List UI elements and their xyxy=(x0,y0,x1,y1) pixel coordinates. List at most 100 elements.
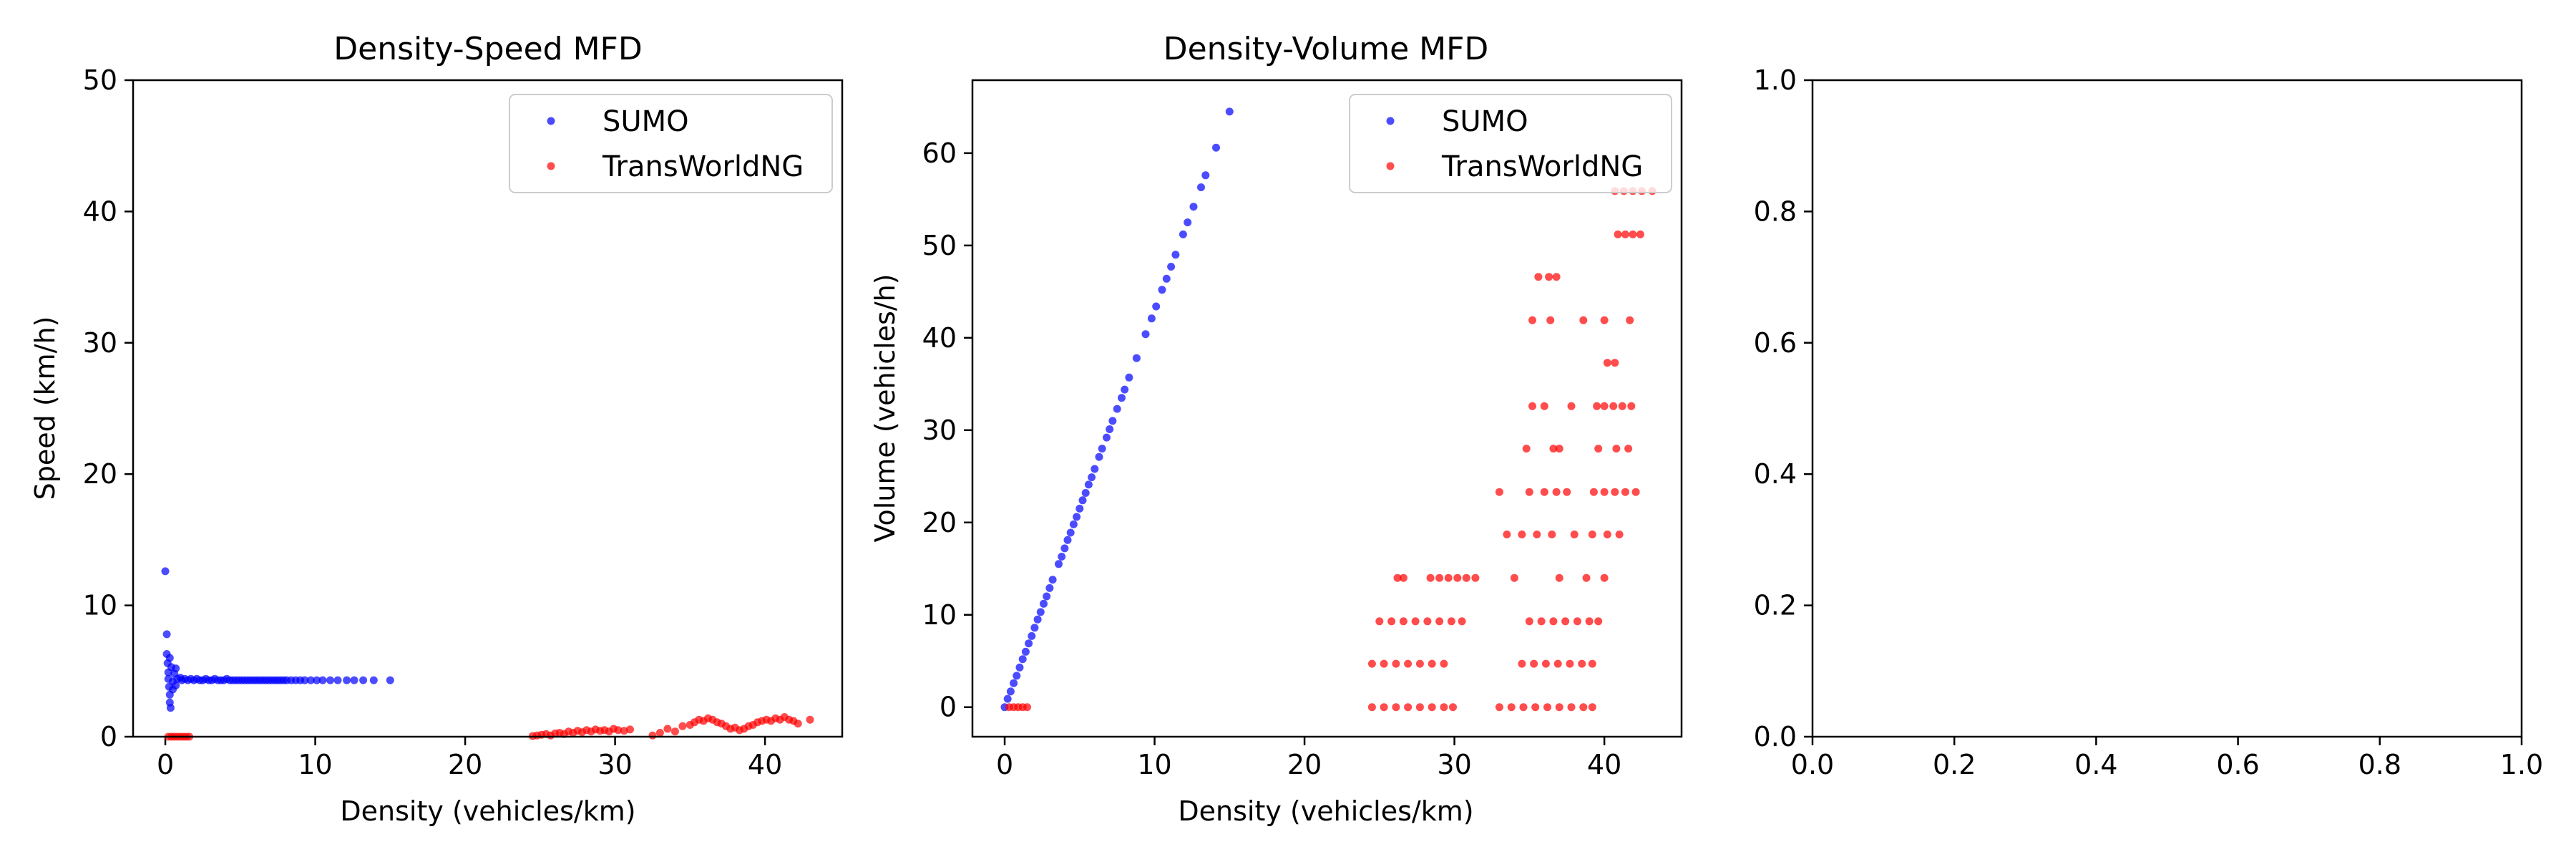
point-transworldng xyxy=(1621,488,1629,496)
y-tick-label: 0 xyxy=(940,692,957,723)
point-sumo xyxy=(1063,536,1072,544)
point-transworldng xyxy=(1566,659,1574,668)
x-tick-label: 1.0 xyxy=(2500,749,2543,780)
point-sumo xyxy=(306,676,315,684)
point-sumo xyxy=(172,664,180,673)
legend: SUMO TransWorldNG xyxy=(509,94,833,193)
x-tick-label: 0.8 xyxy=(2358,749,2401,780)
point-transworldng xyxy=(1411,617,1420,626)
point-sumo xyxy=(1069,520,1078,528)
x-tick-label: 40 xyxy=(748,749,782,780)
point-sumo xyxy=(1033,615,1042,624)
point-sumo xyxy=(1010,679,1018,687)
point-transworldng xyxy=(1582,573,1591,582)
point-transworldng xyxy=(1503,531,1511,538)
point-sumo xyxy=(1058,553,1066,561)
point-sumo xyxy=(1025,639,1033,648)
point-transworldng xyxy=(1636,230,1644,238)
point-sumo xyxy=(1021,647,1030,656)
point-transworldng xyxy=(1549,617,1558,626)
point-transworldng xyxy=(1449,703,1457,712)
point-sumo xyxy=(1003,694,1012,703)
legend-label-sumo: SUMO xyxy=(1442,105,1528,138)
y-tick-label: 10 xyxy=(83,590,117,621)
point-transworldng xyxy=(1541,659,1550,668)
point-sumo xyxy=(1189,203,1198,211)
point-transworldng xyxy=(1627,402,1636,410)
legend-marker-transworldng xyxy=(1386,162,1395,170)
point-transworldng xyxy=(1415,703,1424,712)
y-axis-label: Speed (km/h) xyxy=(29,316,61,500)
point-sumo xyxy=(1098,445,1106,453)
point-sumo xyxy=(1179,230,1187,238)
point-transworldng xyxy=(1440,703,1448,712)
point-sumo xyxy=(1045,583,1054,592)
chart-title: Density-Speed MFD xyxy=(333,31,642,67)
point-transworldng xyxy=(1624,445,1633,453)
point-sumo xyxy=(1015,663,1024,672)
y-tick-label: 10 xyxy=(922,599,957,631)
point-sumo xyxy=(1147,314,1156,323)
point-transworldng xyxy=(1519,703,1528,712)
point-transworldng xyxy=(1555,573,1563,582)
point-sumo xyxy=(333,676,342,684)
point-sumo xyxy=(350,676,358,684)
point-sumo xyxy=(1088,473,1096,482)
x-tick-label: 20 xyxy=(448,749,482,780)
point-sumo xyxy=(1066,528,1075,537)
point-transworldng xyxy=(1415,659,1424,668)
point-transworldng xyxy=(1534,273,1543,281)
point-transworldng xyxy=(1435,617,1444,626)
point-transworldng xyxy=(1392,703,1400,712)
point-transworldng xyxy=(1435,573,1444,582)
point-transworldng xyxy=(1567,402,1576,410)
x-tick-label: 10 xyxy=(298,749,332,780)
point-transworldng xyxy=(1600,316,1609,324)
point-transworldng xyxy=(1404,659,1413,668)
point-transworldng xyxy=(620,727,628,735)
point-sumo xyxy=(1113,405,1121,413)
speed-panel: Density-Speed MFD Density (vehicles/km) … xyxy=(29,31,844,827)
point-sumo xyxy=(165,654,174,662)
point-transworldng xyxy=(1528,316,1536,324)
x-tick-label: 30 xyxy=(1437,749,1471,780)
point-sumo xyxy=(1040,599,1048,608)
point-transworldng xyxy=(1533,531,1541,538)
point-transworldng xyxy=(1428,659,1436,668)
point-transworldng xyxy=(1453,573,1462,582)
point-transworldng xyxy=(1588,659,1596,668)
point-sumo xyxy=(1132,354,1141,362)
plot-frame xyxy=(971,79,1683,738)
point-sumo xyxy=(1197,183,1205,192)
point-transworldng xyxy=(1545,273,1553,281)
marks-group xyxy=(161,567,814,741)
y-tick-label: 0.6 xyxy=(1754,327,1797,359)
point-transworldng xyxy=(1573,617,1581,626)
y-tick-label: 20 xyxy=(83,458,117,490)
point-transworldng xyxy=(670,727,679,736)
x-tick-label: 10 xyxy=(1137,749,1171,780)
point-transworldng xyxy=(1552,488,1561,496)
point-sumo xyxy=(1118,394,1126,402)
point-transworldng xyxy=(1626,316,1634,324)
point-sumo xyxy=(1158,286,1166,294)
point-sumo xyxy=(1006,687,1015,696)
point-transworldng xyxy=(1553,659,1562,668)
point-transworldng xyxy=(1609,402,1618,410)
x-tick-label: 0.4 xyxy=(2074,749,2117,780)
point-sumo xyxy=(161,567,170,576)
point-transworldng xyxy=(678,722,687,730)
point-transworldng xyxy=(1447,617,1455,626)
x-axis-label: Density (vehicles/km) xyxy=(340,795,635,827)
y-tick-label: 40 xyxy=(922,322,957,354)
point-transworldng xyxy=(1561,617,1570,626)
point-sumo xyxy=(1162,274,1171,283)
point-transworldng xyxy=(1462,573,1470,582)
y-tick-label: 50 xyxy=(83,64,117,96)
point-transworldng xyxy=(1588,703,1596,712)
point-sumo xyxy=(172,682,180,689)
point-transworldng xyxy=(1600,488,1609,496)
point-sumo xyxy=(1036,608,1045,616)
y-tick-label: 0.8 xyxy=(1754,195,1797,227)
